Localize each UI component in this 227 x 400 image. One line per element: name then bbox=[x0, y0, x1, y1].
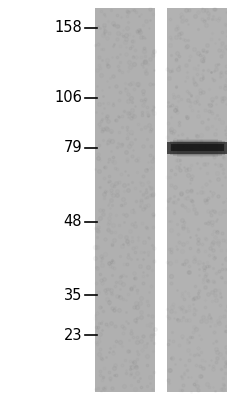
Text: 48: 48 bbox=[63, 214, 82, 230]
Bar bbox=[154, 8, 166, 392]
Bar bbox=[166, 142, 227, 154]
Text: 79: 79 bbox=[63, 140, 82, 156]
Bar bbox=[95, 8, 154, 392]
Text: 23: 23 bbox=[63, 328, 82, 342]
Bar bbox=[176, 139, 217, 157]
Text: 35: 35 bbox=[63, 288, 82, 302]
Bar bbox=[169, 141, 224, 155]
Text: 106: 106 bbox=[54, 90, 82, 106]
Bar bbox=[172, 140, 221, 156]
Text: 158: 158 bbox=[54, 20, 82, 36]
Bar bbox=[166, 8, 227, 392]
Bar bbox=[170, 144, 223, 151]
